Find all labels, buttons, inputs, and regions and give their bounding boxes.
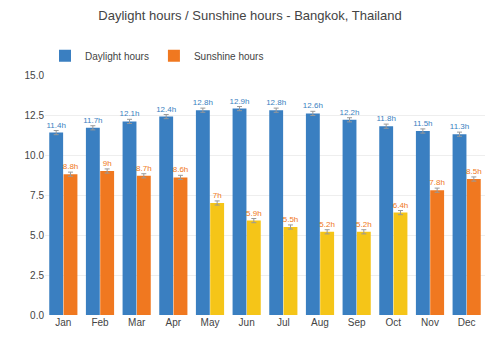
svg-text:11.3h: 11.3h [450,122,469,131]
svg-text:2.5: 2.5 [30,270,44,281]
svg-text:9h: 9h [103,159,112,168]
svg-text:10.0: 10.0 [25,150,45,161]
svg-text:Daylight hours / Sunshine hour: Daylight hours / Sunshine hours - Bangko… [98,8,401,23]
svg-text:7.5: 7.5 [30,190,44,201]
svg-text:5.9h: 5.9h [246,209,262,218]
svg-text:Feb: Feb [91,317,109,328]
svg-text:Daylight hours: Daylight hours [85,51,149,62]
svg-text:11.8h: 11.8h [376,114,395,123]
svg-text:5.2h: 5.2h [356,220,372,229]
svg-text:12.2h: 12.2h [339,108,359,117]
svg-text:Mar: Mar [128,317,146,328]
svg-text:15.0: 15.0 [25,70,45,81]
svg-text:12.8h: 12.8h [266,98,286,107]
svg-text:12.9h: 12.9h [229,97,249,106]
svg-text:12.5: 12.5 [25,110,45,121]
svg-text:7.8h: 7.8h [429,178,445,187]
svg-text:12.4h: 12.4h [156,105,176,114]
svg-text:11.7h: 11.7h [83,116,102,125]
svg-text:5.5h: 5.5h [283,215,299,224]
svg-text:5.2h: 5.2h [319,220,335,229]
svg-text:5.0: 5.0 [30,230,44,241]
svg-text:11.4h: 11.4h [46,121,65,130]
svg-text:Sep: Sep [348,317,366,328]
svg-text:Jan: Jan [55,317,71,328]
svg-text:7h: 7h [213,191,222,200]
svg-text:8.8h: 8.8h [63,162,79,171]
svg-text:0.0: 0.0 [30,310,44,321]
svg-text:Aug: Aug [311,317,329,328]
svg-text:May: May [201,317,220,328]
svg-text:12.8h: 12.8h [193,98,213,107]
svg-text:Sunshine hours: Sunshine hours [194,51,264,62]
svg-text:Oct: Oct [386,317,402,328]
svg-text:Apr: Apr [166,317,182,328]
svg-text:8.7h: 8.7h [136,164,152,173]
svg-text:12.6h: 12.6h [303,101,323,110]
svg-text:Jul: Jul [277,317,290,328]
svg-text:Nov: Nov [421,317,439,328]
svg-text:Jun: Jun [239,317,255,328]
svg-text:8.5h: 8.5h [466,167,482,176]
svg-text:11.5h: 11.5h [413,119,432,128]
svg-text:12.1h: 12.1h [119,109,139,118]
svg-text:6.4h: 6.4h [393,201,409,210]
svg-text:8.6h: 8.6h [173,165,189,174]
svg-text:Dec: Dec [458,317,476,328]
